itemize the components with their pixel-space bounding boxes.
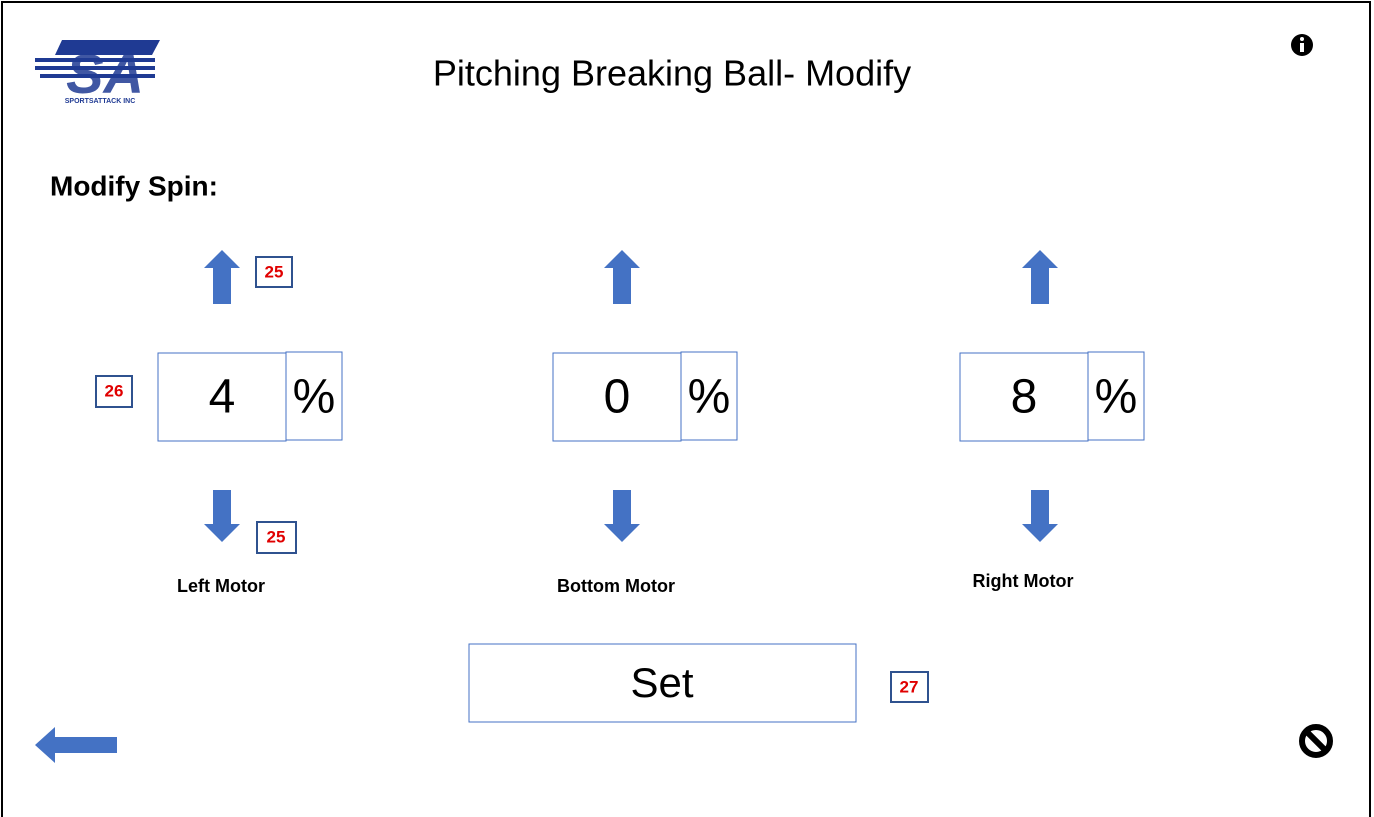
motor-unit: % bbox=[1095, 371, 1138, 424]
value-box[interactable] bbox=[959, 352, 1089, 442]
unit-box bbox=[680, 351, 738, 441]
up-arrow[interactable] bbox=[604, 250, 640, 304]
cancel-icon[interactable] bbox=[1299, 724, 1333, 758]
logo-letters: SA bbox=[66, 42, 144, 105]
up-arrow[interactable] bbox=[204, 250, 240, 304]
unit-box bbox=[285, 351, 343, 441]
set-button[interactable] bbox=[468, 643, 857, 723]
callout-box bbox=[890, 671, 929, 703]
callout-box bbox=[256, 521, 297, 554]
motor-value: 4 bbox=[209, 371, 236, 424]
motor-unit: % bbox=[688, 371, 731, 424]
back-arrow[interactable] bbox=[35, 727, 117, 763]
motor-value: 8 bbox=[1011, 371, 1038, 424]
callout-box bbox=[255, 256, 293, 288]
logo: SA SPORTSATTACK INC bbox=[35, 40, 160, 105]
callout: 25 bbox=[265, 262, 284, 281]
callout-box bbox=[95, 375, 133, 408]
logo-caption: SPORTSATTACK INC bbox=[65, 98, 136, 105]
down-arrow[interactable] bbox=[604, 490, 640, 542]
section-label: Modify Spin: bbox=[50, 170, 218, 201]
set-button-label: Set bbox=[630, 659, 693, 706]
callout: 26 bbox=[105, 381, 124, 400]
down-arrow[interactable] bbox=[204, 490, 240, 542]
motor-label: Bottom Motor bbox=[557, 576, 675, 596]
down-arrow[interactable] bbox=[1022, 490, 1058, 542]
motor-label: Left Motor bbox=[177, 576, 265, 596]
motor-unit: % bbox=[293, 371, 336, 424]
info-icon[interactable] bbox=[1291, 34, 1313, 56]
callout: 27 bbox=[900, 677, 919, 696]
motor-value: 0 bbox=[604, 371, 631, 424]
unit-box bbox=[1087, 351, 1145, 441]
page-title: Pitching Breaking Ball- Modify bbox=[433, 53, 911, 94]
motor-label: Right Motor bbox=[973, 571, 1074, 591]
up-arrow[interactable] bbox=[1022, 250, 1058, 304]
value-box[interactable] bbox=[157, 352, 287, 442]
callout: 25 bbox=[267, 527, 286, 546]
